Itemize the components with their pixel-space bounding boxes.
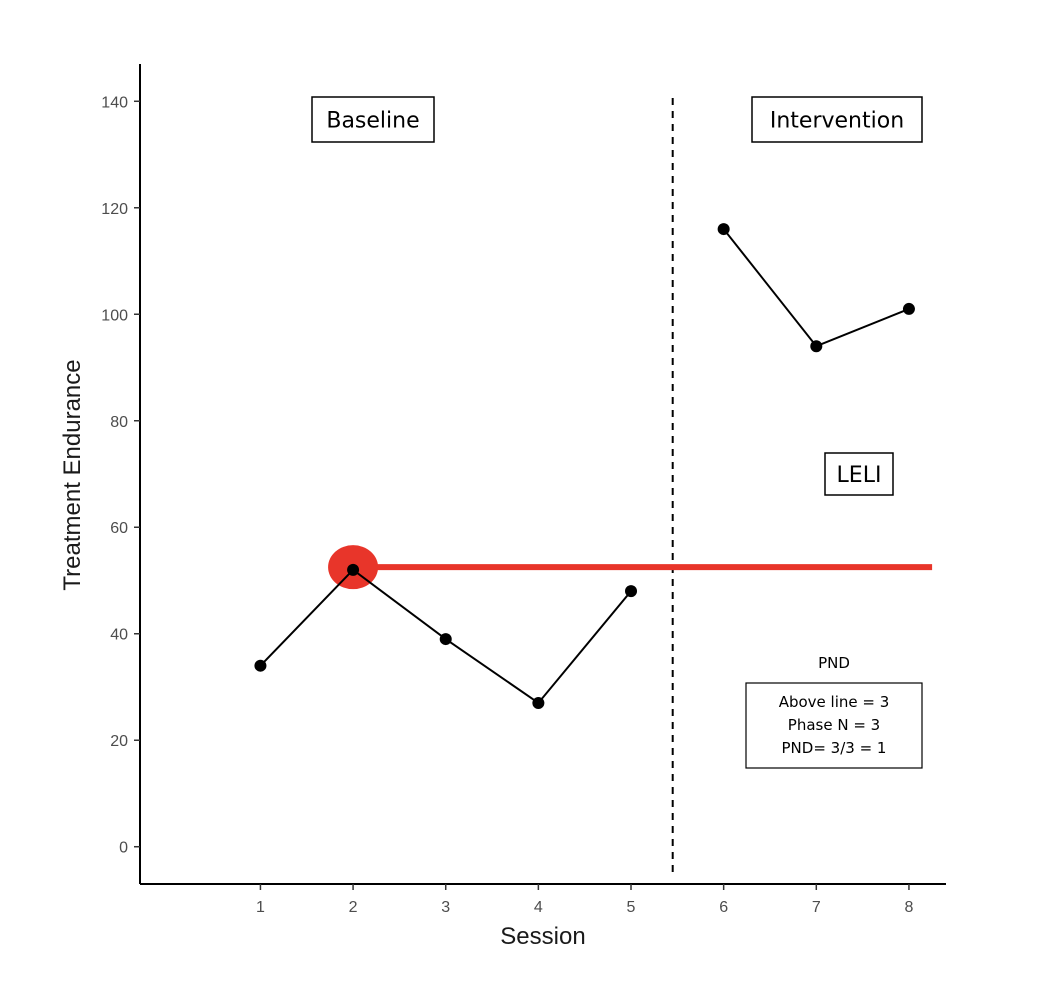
x-tick-label: 5	[627, 899, 636, 916]
series-group	[254, 223, 915, 709]
x-tick-label: 2	[349, 899, 358, 916]
data-point	[254, 659, 267, 672]
x-tick-label: 8	[904, 899, 913, 916]
leli-label-text: LELI	[837, 463, 882, 488]
baseline-label-text: Baseline	[326, 109, 419, 134]
pnd-box	[745, 682, 923, 769]
data-point	[347, 563, 360, 576]
leli-label-box	[824, 452, 894, 496]
baseline-label: Baseline	[311, 96, 435, 143]
data-point	[439, 633, 452, 646]
y-tick-label: 60	[110, 520, 128, 537]
y-tick-label: 100	[101, 307, 128, 324]
pnd-box-group: Above line = 3 Phase N = 3 PND= 3/3 = 1	[745, 682, 923, 769]
axes	[139, 64, 946, 885]
y-tick-label: 140	[101, 94, 128, 111]
x-tick-label: 3	[441, 899, 450, 916]
intervention-label: Intervention	[751, 96, 923, 143]
y-tick-label: 120	[101, 201, 128, 218]
ticks: 0 20 40 60 80 100 120 140 1 2 3 4 5 6 7 8	[101, 94, 913, 916]
y-tick-label: 80	[110, 414, 128, 431]
y-axis-title: Treatment Endurance	[59, 359, 86, 590]
data-point	[810, 340, 823, 353]
x-axis-title: Session	[500, 923, 585, 950]
pnd-line: Phase N = 3	[788, 716, 880, 734]
data-point	[717, 223, 730, 236]
reference-line-group	[328, 545, 933, 590]
intervention-label-box	[751, 96, 923, 143]
x-tick-label: 1	[256, 899, 265, 916]
x-tick-label: 7	[812, 899, 821, 916]
intervention-label-text: Intervention	[770, 109, 904, 134]
pnd-title: PND	[818, 654, 850, 672]
pnd-line: PND= 3/3 = 1	[782, 739, 887, 757]
x-tick-label: 4	[534, 899, 543, 916]
y-tick-label: 0	[119, 840, 128, 857]
annotation-labels: Baseline Intervention LELI PND Above line = …	[311, 96, 923, 769]
data-point	[625, 585, 638, 598]
y-tick-label: 40	[110, 627, 128, 644]
y-tick-label: 20	[110, 733, 128, 750]
series-line-intervention	[722, 228, 910, 348]
leli-label: LELI	[824, 452, 894, 496]
data-point	[902, 302, 915, 315]
data-point	[532, 696, 545, 709]
pnd-line: Above line = 3	[779, 693, 890, 711]
x-tick-label: 6	[719, 899, 728, 916]
baseline-label-box	[311, 96, 435, 143]
